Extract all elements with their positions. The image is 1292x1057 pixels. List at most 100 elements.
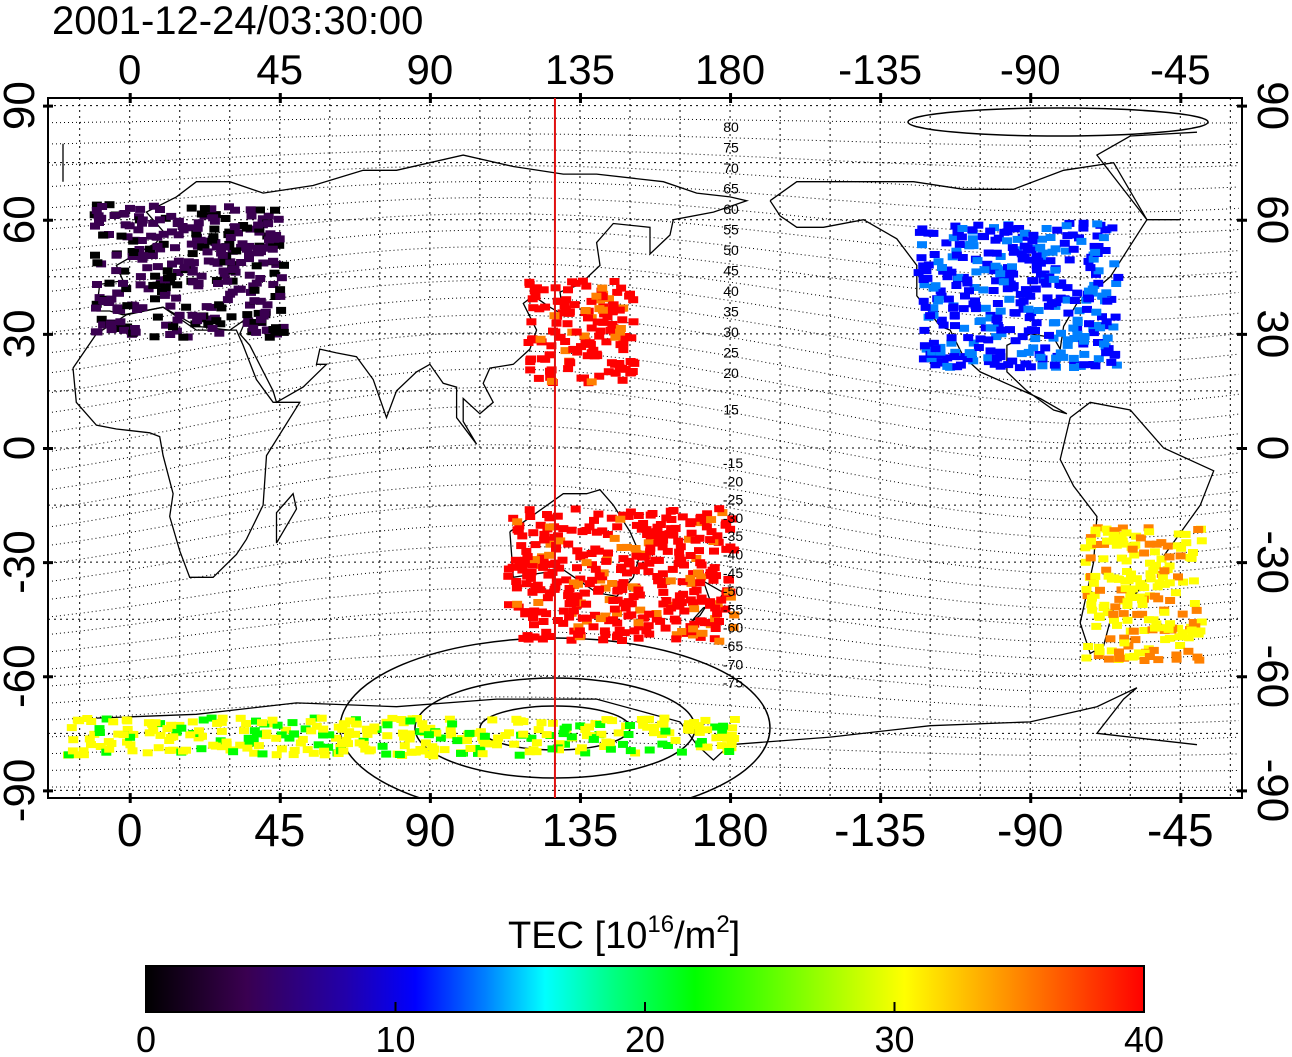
tec-cell <box>246 212 257 220</box>
tec-cell <box>526 734 537 742</box>
tec-cell <box>224 203 234 211</box>
tec-cell <box>1041 225 1052 232</box>
tec-cell <box>187 250 198 258</box>
tec-cell <box>584 580 595 588</box>
tec-cell <box>992 300 1003 307</box>
tec-cell <box>1002 237 1012 245</box>
tec-cell <box>1144 528 1155 536</box>
tec-cell <box>572 564 582 572</box>
tec-cell <box>319 751 330 759</box>
colorbar-tick-label: 20 <box>625 1019 665 1057</box>
tec-cell <box>354 739 365 747</box>
tec-cell <box>1017 255 1028 263</box>
tec-cell <box>71 751 82 759</box>
contour-label: 70 <box>723 160 739 176</box>
tec-cell <box>192 224 203 232</box>
tec-cell <box>1081 654 1092 662</box>
contour-line <box>48 262 1239 322</box>
tec-cell <box>251 262 262 270</box>
tec-cell <box>619 629 630 637</box>
tec-cell <box>1139 657 1150 664</box>
tec-cell <box>676 748 687 756</box>
tec-cell <box>675 543 686 551</box>
tec-cell <box>514 751 525 759</box>
tec-cell <box>1143 524 1154 532</box>
tec-cell <box>576 374 587 382</box>
tec-cell <box>1183 647 1194 655</box>
tec-cell <box>1061 222 1072 230</box>
tec-cell <box>946 268 957 276</box>
tec-cell <box>528 304 539 312</box>
tec-cell <box>679 561 689 569</box>
tec-cell <box>1165 620 1175 628</box>
tec-cell <box>679 607 690 615</box>
tec-cell <box>1157 573 1168 580</box>
tec-cell <box>1133 649 1144 657</box>
tick-right <box>1237 218 1247 222</box>
tec-cell <box>623 557 634 565</box>
tec-cell <box>657 581 668 589</box>
tec-cell <box>537 635 548 643</box>
tec-cell <box>1152 583 1163 591</box>
tec-cell <box>177 223 188 230</box>
tec-cell <box>1045 257 1056 265</box>
tec-cell <box>92 259 103 267</box>
tec-cell <box>952 228 963 236</box>
tec-cell <box>125 204 135 212</box>
tec-cell <box>1189 600 1200 607</box>
tec-cell <box>918 262 929 270</box>
tec-cell <box>244 250 254 258</box>
tec-cell <box>172 281 183 289</box>
tec-cell <box>1027 277 1038 285</box>
tec-cell <box>193 280 204 287</box>
tec-cell <box>954 241 965 248</box>
tec-cell <box>343 740 353 748</box>
tec-cell <box>579 332 590 340</box>
tec-cell <box>566 733 577 741</box>
tec-cell <box>255 275 266 282</box>
tec-cell <box>224 228 235 236</box>
tec-cell <box>521 580 532 588</box>
tec-cell <box>397 729 408 737</box>
tec-cell <box>445 726 456 734</box>
tec-cell <box>635 606 646 614</box>
tec-cell <box>1068 324 1079 332</box>
tec-cell <box>716 742 727 750</box>
tec-cell <box>1007 263 1017 271</box>
tec-cell <box>655 521 666 528</box>
tec-cell <box>1101 289 1112 297</box>
tec-cell <box>586 297 597 305</box>
tec-cell <box>258 244 269 252</box>
tec-cell <box>951 282 962 289</box>
top-longitude-axis: 0 45 90 135 180 -135 -90 -45 <box>118 46 1211 93</box>
tec-cell <box>564 600 575 608</box>
tick-right <box>1237 332 1247 336</box>
tec-cell <box>264 333 275 341</box>
tec-cell <box>695 740 706 748</box>
tec-cell <box>1110 313 1121 321</box>
tec-cell <box>616 284 627 292</box>
tec-cell <box>185 261 196 269</box>
tec-cell <box>580 307 591 314</box>
tec-cell <box>1164 634 1175 642</box>
tec-cell <box>597 284 608 292</box>
tec-cell <box>627 583 638 591</box>
tec-cell <box>1093 643 1104 651</box>
tec-cell <box>544 514 555 522</box>
tec-cell <box>514 522 525 530</box>
tec-cell <box>66 724 77 732</box>
tec-cell <box>217 714 228 722</box>
tec-cell <box>979 266 990 274</box>
tec-cell <box>1088 329 1099 337</box>
tec-cell <box>1031 252 1042 260</box>
tec-cell <box>552 617 563 624</box>
tec-cell <box>966 351 977 358</box>
tec-cell <box>581 559 592 567</box>
tec-cell <box>446 731 457 739</box>
tick-right <box>1237 675 1247 679</box>
tec-cell <box>239 727 249 735</box>
tec-cell <box>287 719 298 727</box>
tec-cell <box>249 319 260 326</box>
tec-cell <box>564 613 575 621</box>
tec-cell <box>985 347 996 355</box>
